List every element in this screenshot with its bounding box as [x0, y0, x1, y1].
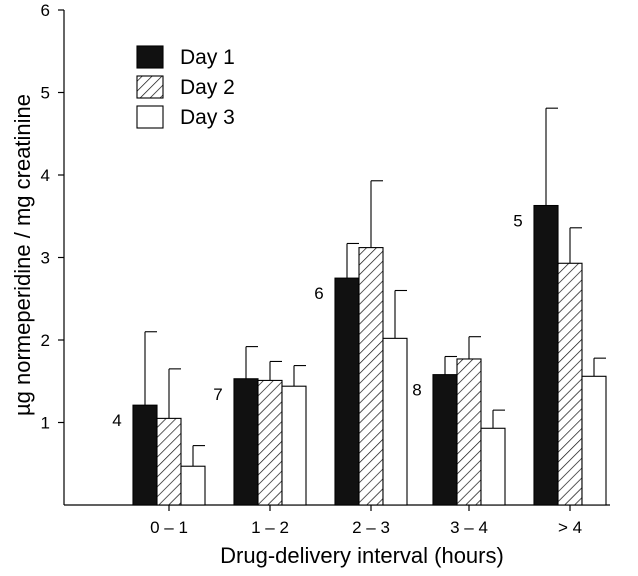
bar-day-3 — [281, 385, 307, 506]
bar-day-3 — [581, 375, 607, 506]
sample-size-label: 8 — [412, 381, 421, 400]
y-tick-label: 3 — [41, 249, 50, 268]
y-tick-label: 5 — [41, 84, 50, 103]
axes: 1 2 3 4 5 6 0 – 1 1 – 2 2 – 3 3 – 4 > 4 — [41, 1, 610, 537]
legend-label: Day 1 — [180, 46, 235, 69]
bar-day-1 — [132, 404, 158, 506]
sample-size-label: 6 — [314, 284, 323, 303]
y-axis-title: µg normeperidine / mg creatinine — [10, 94, 35, 416]
bar-day-2 — [156, 417, 182, 506]
sample-size-label: 4 — [112, 411, 121, 430]
legend: Day 1 Day 2 Day 3 — [136, 45, 235, 129]
labels: 4 7 6 8 5 — [112, 212, 522, 431]
bar-day-3 — [382, 337, 408, 506]
sample-size-label: 7 — [213, 385, 222, 404]
bar-day-3 — [180, 465, 206, 506]
bar-day-2 — [358, 247, 384, 506]
x-axis-title: Drug-delivery interval (hours) — [220, 543, 504, 568]
bar-day-2 — [557, 262, 583, 506]
bars — [132, 107, 607, 506]
legend-label: Day 3 — [180, 106, 235, 129]
y-tick-label: 2 — [41, 331, 50, 350]
bar-day-1 — [533, 204, 559, 506]
bar-day-2 — [456, 358, 482, 506]
legend-swatch — [136, 105, 164, 129]
legend-swatch — [136, 45, 164, 69]
bar-day-1 — [432, 374, 458, 506]
x-tick-label: > 4 — [558, 518, 582, 537]
bar-day-2 — [257, 379, 283, 506]
x-tick-label: 1 – 2 — [251, 518, 289, 537]
x-tick-label: 3 – 4 — [450, 518, 488, 537]
legend-swatch — [136, 75, 164, 99]
sample-size-label: 5 — [513, 212, 522, 231]
bar-day-1 — [334, 277, 360, 506]
bar-day-3 — [480, 427, 506, 506]
x-tick-label: 2 – 3 — [352, 518, 390, 537]
x-tick-label: 0 – 1 — [150, 518, 188, 537]
y-tick-label: 6 — [41, 1, 50, 20]
y-tick-label: 1 — [41, 414, 50, 433]
legend-label: Day 2 — [180, 76, 235, 99]
y-tick-label: 4 — [41, 166, 50, 185]
bar-day-1 — [233, 378, 259, 506]
